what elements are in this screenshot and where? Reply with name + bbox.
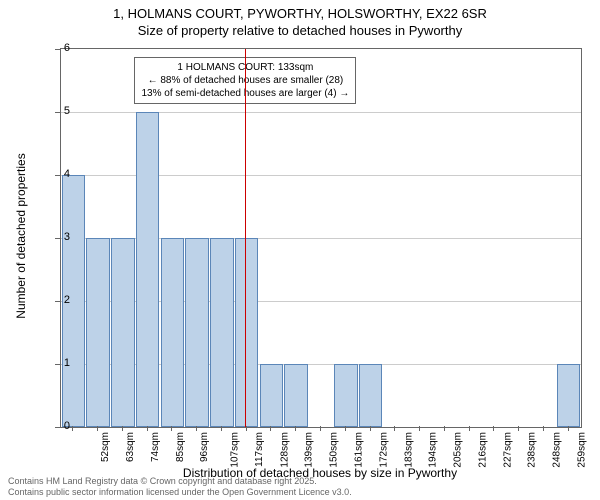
x-tick <box>394 426 395 431</box>
bar <box>359 364 383 427</box>
x-tick-label: 216sqm <box>477 432 488 468</box>
x-tick <box>419 426 420 431</box>
y-tick <box>55 49 61 50</box>
y-tick-label: 4 <box>64 168 70 180</box>
x-tick <box>444 426 445 431</box>
x-tick-label: 161sqm <box>354 432 365 468</box>
x-tick <box>568 426 569 431</box>
bar <box>111 238 135 427</box>
footer-line-2: Contains public sector information licen… <box>8 487 352 498</box>
bar <box>185 238 209 427</box>
x-tick <box>518 426 519 431</box>
x-tick-label: 63sqm <box>125 432 136 462</box>
title-line-1: 1, HOLMANS COURT, PYWORTHY, HOLSWORTHY, … <box>0 6 600 23</box>
x-tick <box>270 426 271 431</box>
y-tick-label: 3 <box>64 231 70 243</box>
bar <box>557 364 581 427</box>
bar <box>284 364 308 427</box>
x-tick <box>221 426 222 431</box>
x-tick <box>345 426 346 431</box>
plot-area: 1 HOLMANS COURT: 133sqm ← 88% of detache… <box>60 48 582 428</box>
chart-container: 1, HOLMANS COURT, PYWORTHY, HOLSWORTHY, … <box>0 0 600 500</box>
y-tick-label: 6 <box>64 42 70 54</box>
x-tick <box>493 426 494 431</box>
x-tick-label: 52sqm <box>100 432 111 462</box>
marker-line <box>245 49 246 427</box>
x-tick <box>295 426 296 431</box>
x-tick-label: 205sqm <box>453 432 464 468</box>
x-tick <box>97 426 98 431</box>
y-tick <box>55 238 61 239</box>
x-tick <box>320 426 321 431</box>
x-tick <box>469 426 470 431</box>
x-tick-label: 74sqm <box>150 432 161 462</box>
y-tick-label: 5 <box>64 105 70 117</box>
y-tick-label: 0 <box>64 420 70 432</box>
bar <box>334 364 358 427</box>
y-tick-label: 1 <box>64 357 70 369</box>
footer: Contains HM Land Registry data © Crown c… <box>8 476 352 498</box>
bar <box>161 238 185 427</box>
x-tick-label: 96sqm <box>199 432 210 462</box>
x-tick-label: 238sqm <box>527 432 538 468</box>
title-line-2: Size of property relative to detached ho… <box>0 23 600 40</box>
x-tick <box>196 426 197 431</box>
y-tick <box>55 301 61 302</box>
x-tick-label: 183sqm <box>403 432 414 468</box>
bar <box>210 238 234 427</box>
y-tick-label: 2 <box>64 294 70 306</box>
title-block: 1, HOLMANS COURT, PYWORTHY, HOLSWORTHY, … <box>0 0 600 40</box>
bar <box>86 238 110 427</box>
x-tick-label: 227sqm <box>502 432 513 468</box>
x-tick-label: 139sqm <box>304 432 315 468</box>
footer-line-1: Contains HM Land Registry data © Crown c… <box>8 476 352 487</box>
y-tick <box>55 175 61 176</box>
x-tick-label: 194sqm <box>428 432 439 468</box>
x-tick-label: 85sqm <box>175 432 186 462</box>
x-tick <box>370 426 371 431</box>
x-tick <box>147 426 148 431</box>
x-tick <box>122 426 123 431</box>
x-tick-label: 150sqm <box>329 432 340 468</box>
y-axis-title: Number of detached properties <box>14 153 28 318</box>
x-tick <box>72 426 73 431</box>
x-tick-label: 172sqm <box>378 432 389 468</box>
x-tick-label: 248sqm <box>552 432 563 468</box>
x-tick-label: 117sqm <box>254 432 265 467</box>
bar <box>136 112 160 427</box>
x-tick <box>171 426 172 431</box>
bar <box>235 238 259 427</box>
bar <box>260 364 284 427</box>
x-tick <box>543 426 544 431</box>
y-tick <box>55 112 61 113</box>
x-tick-label: 259sqm <box>576 432 587 468</box>
y-tick <box>55 427 61 428</box>
x-tick <box>246 426 247 431</box>
x-tick-label: 107sqm <box>230 432 241 468</box>
x-tick-label: 128sqm <box>279 432 290 468</box>
y-tick <box>55 364 61 365</box>
